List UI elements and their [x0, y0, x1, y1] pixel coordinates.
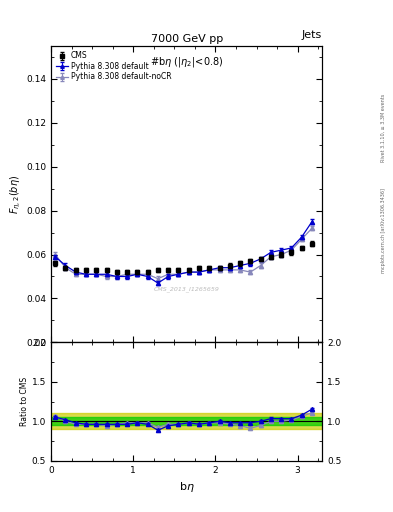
Y-axis label: Ratio to CMS: Ratio to CMS — [20, 377, 29, 426]
Legend: CMS, Pythia 8.308 default, Pythia 8.308 default-noCR: CMS, Pythia 8.308 default, Pythia 8.308 … — [55, 50, 173, 83]
Text: Rivet 3.1.10, ≥ 3.3M events: Rivet 3.1.10, ≥ 3.3M events — [381, 94, 386, 162]
Title: 7000 GeV pp: 7000 GeV pp — [151, 34, 223, 44]
Y-axis label: $F_{\eta,2}(b\eta)$: $F_{\eta,2}(b\eta)$ — [9, 175, 23, 214]
Bar — [51, 413, 322, 429]
Text: #b$\eta$ ($|\eta_2|$<0.8): #b$\eta$ ($|\eta_2|$<0.8) — [150, 55, 223, 69]
Bar — [51, 417, 322, 425]
Text: CMS_2013_I1265659: CMS_2013_I1265659 — [154, 286, 220, 292]
X-axis label: b$\eta$: b$\eta$ — [179, 480, 195, 494]
Text: Jets: Jets — [302, 30, 322, 40]
Text: mcplots.cern.ch [arXiv:1306.3436]: mcplots.cern.ch [arXiv:1306.3436] — [381, 188, 386, 273]
